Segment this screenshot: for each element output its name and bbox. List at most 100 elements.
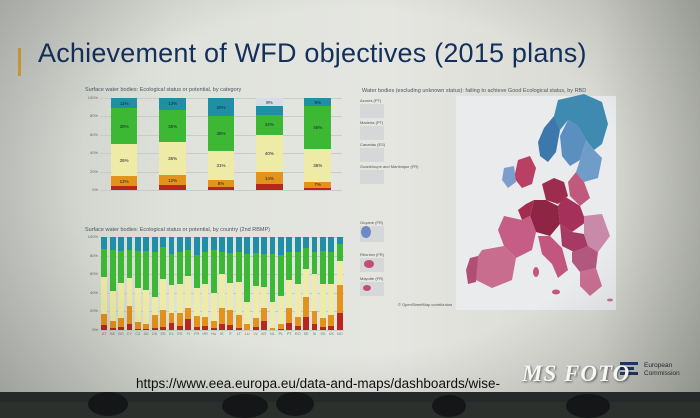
bar-segment (101, 277, 108, 315)
inset-azores (360, 104, 384, 118)
x-tick-label: UK (328, 332, 335, 336)
stacked-bar (176, 237, 183, 330)
bar-segment (261, 287, 267, 308)
bar-segment (336, 237, 343, 245)
mayotte-shape (363, 285, 371, 291)
bar-segment (110, 144, 138, 177)
bar-segment (110, 98, 138, 109)
stacked-bar (151, 237, 158, 330)
bar-segment (303, 248, 310, 269)
scandinavia-north (554, 94, 608, 150)
bar-segment (311, 274, 318, 312)
bar-segment (168, 237, 175, 254)
slide-title: Achievement of WFD objectives (2015 plan… (38, 38, 587, 68)
bar-segment (235, 237, 242, 252)
x-tick-label: EE (160, 332, 166, 336)
x-tick-label: HU (210, 332, 217, 336)
bar-segment (168, 322, 175, 330)
bar-segment (235, 281, 242, 316)
bar-segment (328, 251, 335, 284)
bar-segment (219, 237, 225, 252)
bar-segment (126, 305, 133, 325)
country-status-chart: 100% 80% 60% 40% 20% 0% AT BE BG CY CZ DE DK EE EL ES FI… (84, 234, 346, 340)
bar-segment (185, 276, 192, 308)
bar-segment (207, 179, 235, 188)
bar-segment (294, 283, 301, 317)
bar-segment (320, 284, 326, 318)
bar-segment (256, 184, 283, 190)
bar-segment (244, 302, 251, 325)
cyprus (607, 298, 613, 302)
bar-segment (252, 237, 259, 253)
bar-segment (202, 283, 209, 317)
bar-segment (256, 106, 283, 115)
bar-segment (118, 317, 124, 328)
x-tick-label: EL (169, 332, 174, 336)
stacked-bar (101, 237, 108, 330)
bar-segment (277, 323, 284, 330)
presentation-slide: Achievement of WFD objectives (2015 plan… (0, 0, 700, 402)
inset-canarias (360, 148, 384, 162)
x-tick-label: SI (312, 332, 317, 336)
bar-segment (252, 252, 259, 287)
x-tick-label: PL (278, 332, 284, 336)
source-url[interactable]: https://www.eea.europa.eu/data-and-maps/… (136, 376, 500, 391)
poland (558, 196, 586, 232)
bar-segment (126, 250, 133, 278)
y-tick-label: 80% (89, 113, 98, 119)
y-tick-label: 0% (92, 327, 98, 332)
x-tick-label: SE (303, 332, 309, 336)
bar-segment (304, 98, 332, 107)
stacked-bar (244, 237, 251, 330)
bar-segment (109, 328, 116, 330)
bar-segment (151, 296, 158, 316)
stacked-bar (303, 237, 310, 330)
stacked-bar (261, 237, 267, 330)
x-tick-label: IE (220, 332, 224, 336)
x-tick-label: LV (253, 332, 258, 336)
sweden (560, 120, 586, 166)
bar-segment (294, 326, 301, 330)
stacked-bar (227, 237, 234, 330)
stacked-bar (328, 237, 335, 330)
bar-segment (176, 326, 183, 330)
x-tick-label: LU (244, 332, 250, 336)
audience-heads (0, 386, 700, 418)
bar-segment (235, 315, 242, 329)
x-tick-label: BG (118, 332, 124, 336)
bar-segment (261, 237, 267, 254)
bar-segment (277, 329, 284, 330)
bar-segment (118, 282, 124, 318)
bar-segment (176, 313, 183, 327)
y-tick-label: 40% (89, 150, 98, 156)
bar-segment (219, 324, 225, 330)
bar-segment (235, 328, 242, 330)
bar-segment (193, 254, 200, 289)
bar-segment (244, 324, 251, 330)
stacked-bar (185, 237, 192, 330)
audience-head (222, 394, 268, 418)
italy (538, 236, 568, 278)
inset-guadeloupe (360, 170, 384, 184)
greece (580, 268, 602, 296)
map-attribution: © OpenStreetMap contributors (398, 302, 453, 307)
bar-segment (126, 277, 133, 306)
bar-segment (269, 237, 276, 254)
data-label: 20% (216, 104, 226, 110)
guyane-shape (361, 226, 371, 238)
bar-segment (252, 317, 259, 328)
bar-segment (244, 253, 251, 303)
bar-segment (304, 106, 332, 149)
bar-segment (304, 148, 332, 182)
bar-segment (252, 286, 259, 318)
bar-segment (210, 292, 217, 321)
x-tick-label: LT (236, 332, 241, 336)
inset-label-guyane: Guyane (FR) (360, 220, 384, 225)
stacked-bar (311, 237, 318, 330)
bar-segment (159, 98, 186, 110)
data-label: 12% (168, 177, 178, 183)
inset-label-canarias: Canarias (ES) (360, 142, 386, 147)
bar-segment (151, 328, 158, 330)
stacked-bar (109, 237, 116, 330)
bar-segment (160, 237, 167, 248)
